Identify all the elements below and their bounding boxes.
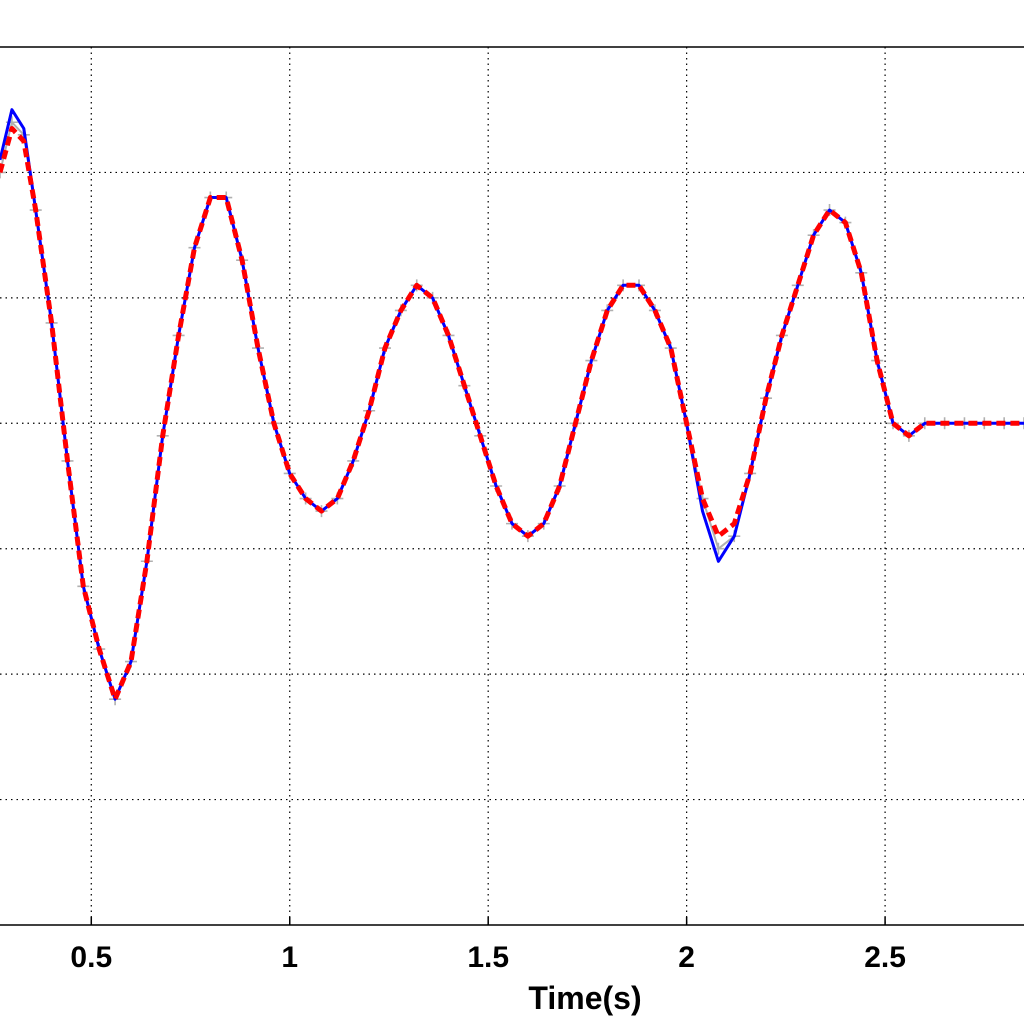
x-tick-label: 1.5	[467, 941, 509, 974]
x-tick-label: 1	[281, 941, 298, 974]
x-tick-label: 2.5	[864, 941, 906, 974]
x-tick-label: 0.5	[70, 941, 112, 974]
series-0	[0, 116, 1024, 706]
x-axis-label: Time(s)	[528, 980, 641, 1016]
series-group	[0, 108, 1024, 706]
grid-lines	[0, 47, 1024, 925]
data-point	[0, 166, 6, 179]
series-line	[0, 121, 1024, 701]
series-line	[0, 108, 1024, 701]
series-1	[0, 108, 1024, 701]
series-2	[0, 126, 1024, 702]
plot-frame	[0, 46, 1024, 926]
x-tick-label: 2	[678, 941, 695, 974]
x-tick-labels: 0.5 1 1.5 2 2.5	[70, 917, 906, 974]
series-line	[0, 126, 1024, 702]
